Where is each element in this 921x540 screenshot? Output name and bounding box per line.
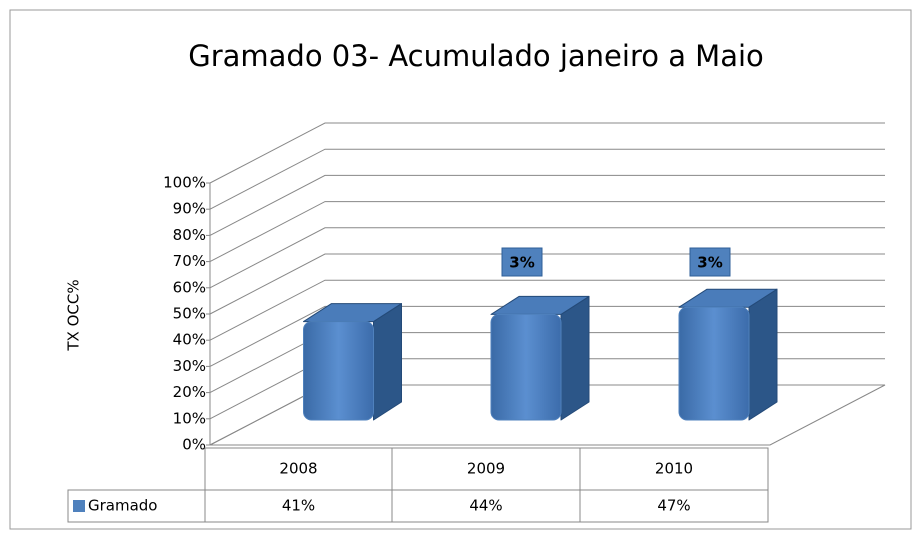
annotation: 3% <box>509 254 534 272</box>
y-axis-label: TX OCC% <box>65 279 83 351</box>
bar-side <box>373 303 402 421</box>
legend-swatch <box>73 500 85 512</box>
y-tick-label: 0% <box>182 436 206 454</box>
legend-label: Gramado <box>88 497 158 515</box>
data-table: 2008 2009 2010 Gramado 41% 44% 47% <box>67 447 769 523</box>
bar <box>678 306 750 421</box>
x-tick-label: 2008 <box>279 460 317 478</box>
bar <box>490 313 562 421</box>
bar <box>303 321 374 421</box>
y-tick-label: 90% <box>173 200 206 218</box>
grid-line <box>209 279 885 341</box>
x-tick-label: 2010 <box>655 460 693 478</box>
x-tick-label: 2009 <box>467 460 505 478</box>
chart-title: Gramado 03- Acumulado janeiro a Maio <box>188 39 764 73</box>
plot-area: 0% 10% 20% 30% 40% 50% 60% 70% 80% 90% 100% 3% 3% <box>163 122 886 454</box>
y-tick-label: 30% <box>173 357 206 375</box>
y-tick-label: 80% <box>173 226 206 244</box>
table-value: 44% <box>469 497 502 515</box>
grid-line <box>209 148 885 210</box>
y-tick-label: 40% <box>173 331 206 349</box>
grid-line <box>209 174 885 236</box>
annotation-box <box>501 247 543 277</box>
y-tick-label: 100% <box>163 174 206 192</box>
bar-side <box>560 295 590 421</box>
y-tick-label: 70% <box>173 252 206 270</box>
bar-side <box>748 288 778 421</box>
grid-line <box>209 201 885 263</box>
y-tick-label: 20% <box>173 383 206 401</box>
chart-frame <box>9 9 912 530</box>
y-tick-label: 50% <box>173 305 206 323</box>
grid-line <box>209 122 885 184</box>
table-value: 47% <box>657 497 690 515</box>
annotation-box <box>689 247 731 277</box>
table-border <box>204 447 769 523</box>
annotation: 3% <box>697 254 722 272</box>
table-border <box>67 489 206 523</box>
y-tick-label: 60% <box>173 278 206 296</box>
table-value: 41% <box>282 497 315 515</box>
grid-line <box>209 227 885 289</box>
y-tick-label: 10% <box>173 409 206 427</box>
